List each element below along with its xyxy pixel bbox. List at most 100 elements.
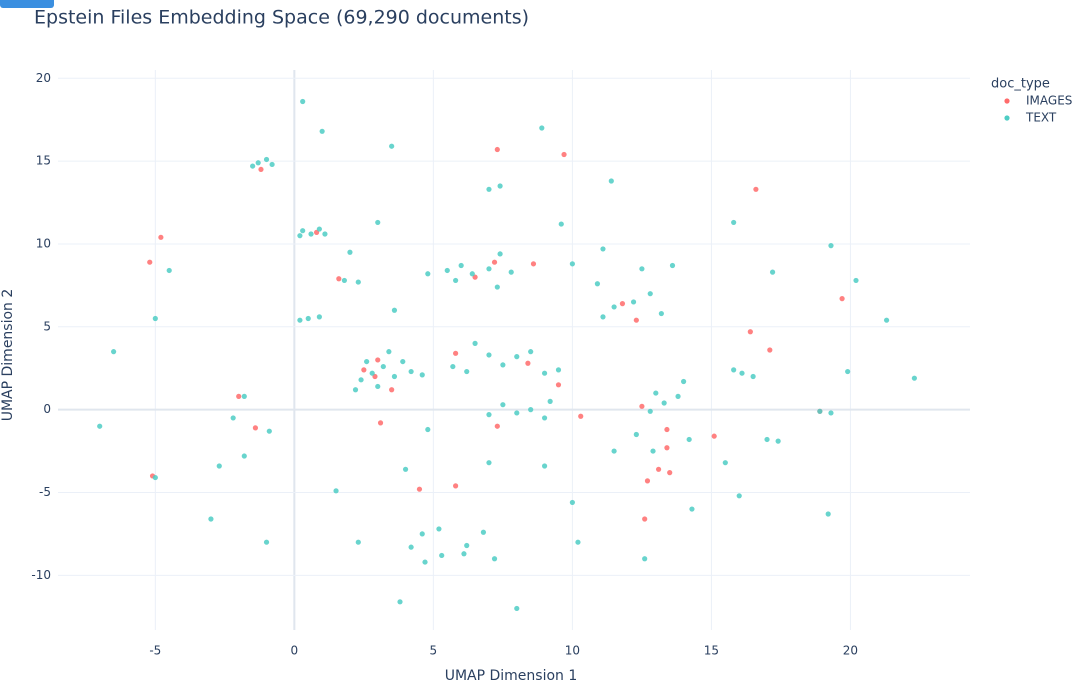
toolbar-button[interactable] xyxy=(0,0,54,8)
point xyxy=(731,219,737,226)
point xyxy=(681,378,687,385)
point xyxy=(653,390,659,396)
point xyxy=(397,599,403,605)
point xyxy=(389,143,395,149)
point xyxy=(497,183,503,189)
point xyxy=(664,445,670,451)
point xyxy=(644,478,651,484)
point xyxy=(358,377,364,383)
point xyxy=(355,279,361,285)
point xyxy=(158,234,164,240)
point xyxy=(555,367,562,373)
point xyxy=(252,425,259,431)
point xyxy=(111,349,117,355)
point xyxy=(341,277,347,284)
point xyxy=(486,412,492,418)
point xyxy=(494,146,500,153)
points xyxy=(97,98,917,612)
point xyxy=(361,367,367,373)
point xyxy=(241,393,247,399)
y-tick-label: 0 xyxy=(43,402,51,416)
point xyxy=(600,246,606,252)
point xyxy=(419,531,425,537)
legend-title: doc_type xyxy=(991,77,1050,92)
point xyxy=(97,423,103,429)
point xyxy=(750,373,756,380)
legend-label: TEXT xyxy=(1025,111,1057,125)
point xyxy=(639,403,645,409)
point xyxy=(686,436,692,443)
point xyxy=(364,358,370,365)
point xyxy=(347,249,353,255)
point xyxy=(439,552,445,559)
point xyxy=(541,463,548,469)
point xyxy=(578,413,584,419)
x-tick-label: -5 xyxy=(149,644,161,658)
point xyxy=(297,317,303,323)
point xyxy=(486,352,492,358)
point xyxy=(594,281,601,287)
point xyxy=(450,363,456,370)
point xyxy=(731,367,737,373)
point xyxy=(525,360,531,366)
point xyxy=(319,128,325,134)
point xyxy=(608,178,614,184)
point xyxy=(255,160,261,166)
point xyxy=(464,542,470,549)
point xyxy=(147,259,153,265)
point xyxy=(375,383,381,390)
point xyxy=(305,315,311,322)
point xyxy=(769,269,776,275)
point xyxy=(575,539,581,545)
point xyxy=(569,499,575,506)
grid xyxy=(58,70,970,630)
point xyxy=(528,349,534,355)
point xyxy=(352,387,359,393)
point xyxy=(486,266,492,272)
point xyxy=(508,269,514,275)
legend-label: IMAGES xyxy=(1026,94,1072,108)
point xyxy=(461,551,467,557)
point xyxy=(297,233,303,239)
y-tick-label: 15 xyxy=(36,154,51,168)
point xyxy=(377,420,384,426)
point xyxy=(642,556,648,562)
point xyxy=(422,559,428,565)
point xyxy=(647,291,653,297)
point xyxy=(633,431,639,438)
x-tick-label: 15 xyxy=(704,644,719,658)
point xyxy=(514,605,520,612)
point xyxy=(650,448,656,454)
point xyxy=(152,474,158,481)
point xyxy=(300,228,306,234)
point xyxy=(453,350,459,356)
point xyxy=(764,436,770,443)
point xyxy=(375,219,381,226)
point xyxy=(675,393,681,399)
point xyxy=(767,347,773,353)
point xyxy=(500,362,506,368)
chart-title: Epstein Files Embedding Space (69,290 do… xyxy=(34,7,529,29)
point xyxy=(494,284,500,290)
point xyxy=(333,488,339,494)
point xyxy=(316,226,322,232)
point xyxy=(828,410,834,416)
point xyxy=(386,349,392,355)
point xyxy=(391,373,398,380)
point xyxy=(263,539,270,545)
point xyxy=(300,98,306,105)
point xyxy=(469,271,475,277)
x-tick-label: 5 xyxy=(430,644,438,658)
point xyxy=(541,370,548,376)
point xyxy=(419,372,425,378)
legend-marker xyxy=(1004,115,1010,121)
point xyxy=(828,243,834,249)
point xyxy=(845,368,851,375)
point xyxy=(241,453,247,459)
point xyxy=(911,375,917,381)
point xyxy=(444,267,450,274)
point xyxy=(380,363,386,370)
point xyxy=(216,463,222,469)
